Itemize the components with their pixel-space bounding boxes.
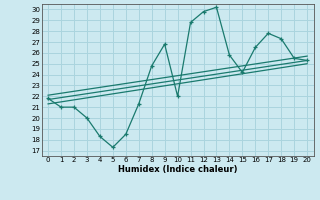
X-axis label: Humidex (Indice chaleur): Humidex (Indice chaleur) <box>118 165 237 174</box>
